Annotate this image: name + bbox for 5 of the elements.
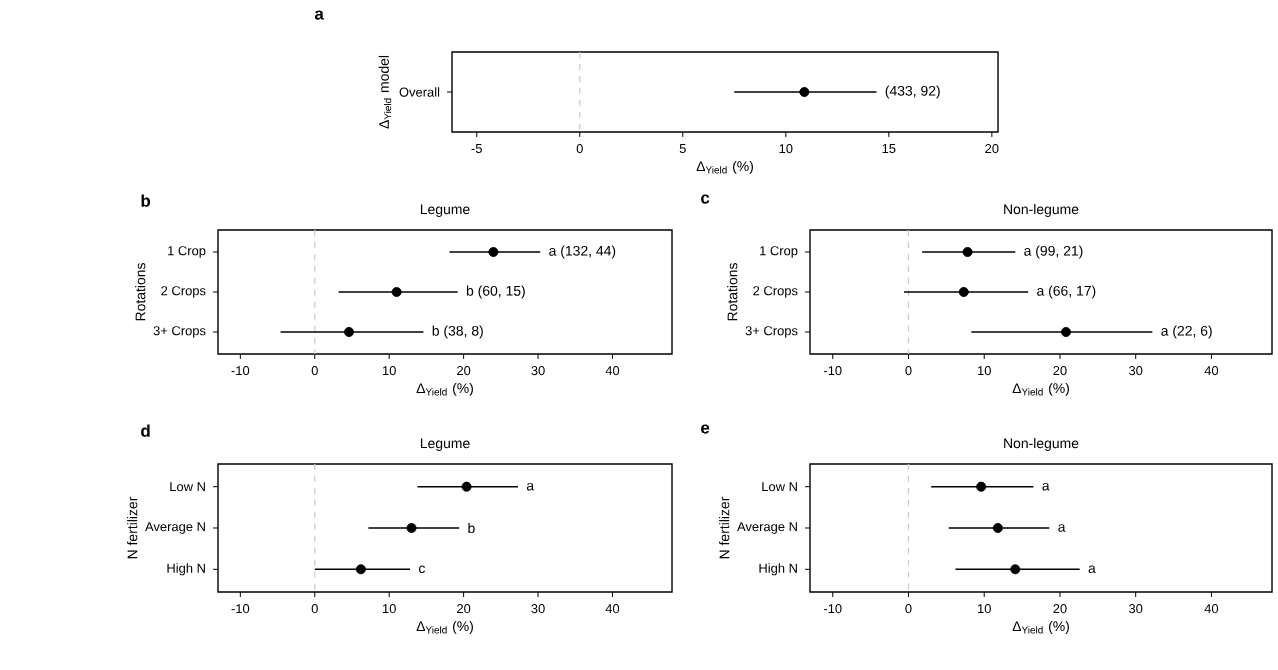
text: d [141,424,150,437]
text: e [701,424,710,434]
text: a [314,10,324,20]
text: b [141,194,151,207]
text: c [701,194,710,204]
